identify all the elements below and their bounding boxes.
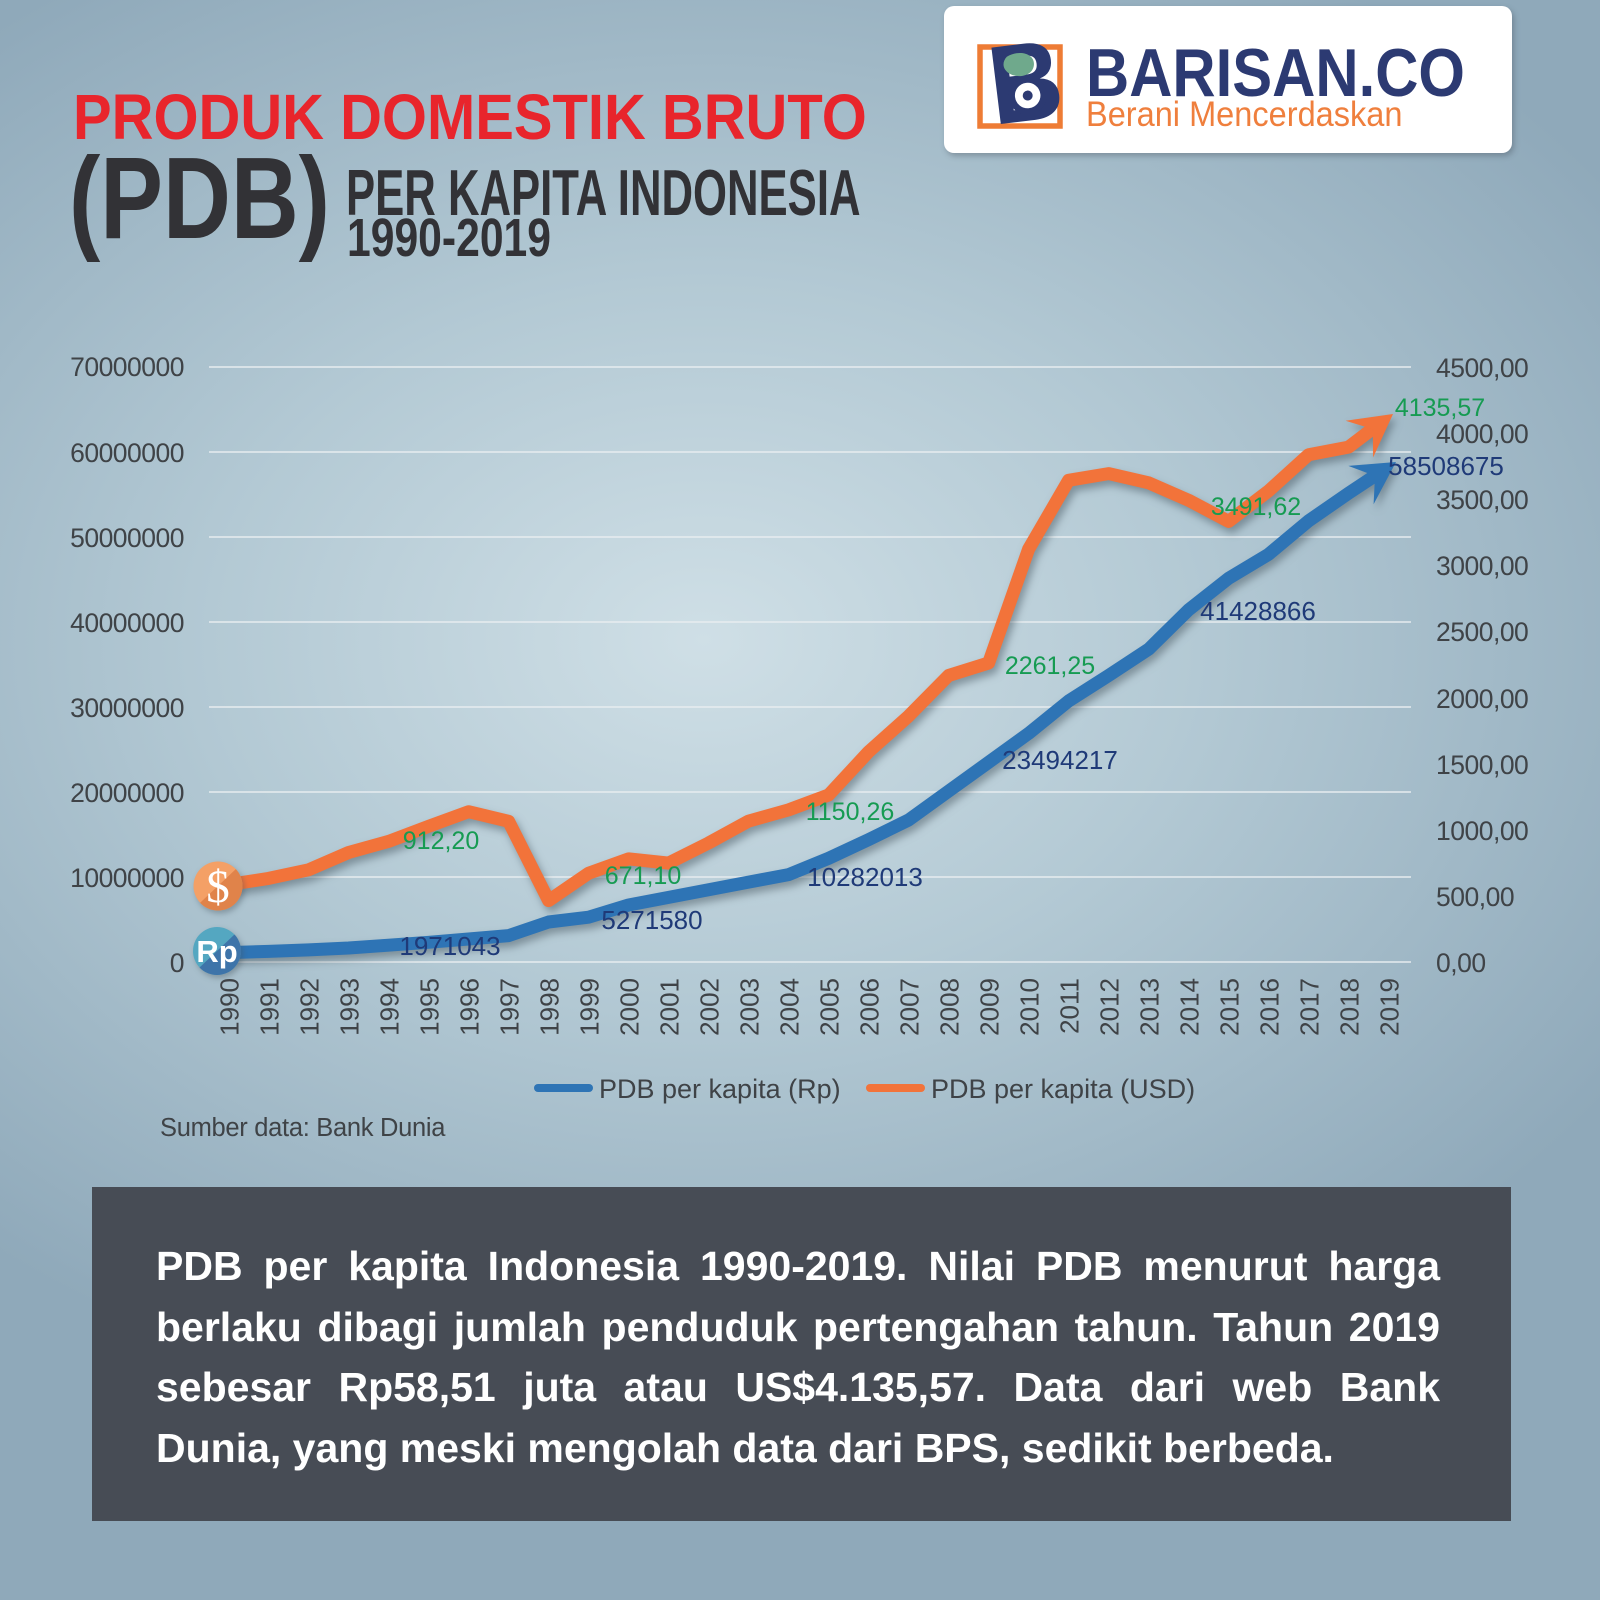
svg-text:4500,00: 4500,00: [1436, 353, 1528, 383]
svg-text:2005: 2005: [815, 978, 845, 1036]
svg-text:2018: 2018: [1335, 978, 1365, 1036]
svg-text:2019: 2019: [1375, 978, 1405, 1036]
svg-text:40000000: 40000000: [70, 608, 184, 638]
svg-text:41428866: 41428866: [1200, 596, 1316, 626]
svg-text:1150,26: 1150,26: [806, 798, 895, 826]
svg-text:0: 0: [170, 948, 184, 978]
svg-text:$: $: [206, 861, 230, 913]
svg-text:1993: 1993: [335, 978, 365, 1036]
svg-text:2000,00: 2000,00: [1436, 684, 1528, 714]
svg-text:BARISAN.CO: BARISAN.CO: [1086, 34, 1465, 110]
svg-text:Berani Mencerdaskan: Berani Mencerdaskan: [1086, 95, 1402, 134]
svg-text:5271580: 5271580: [601, 905, 702, 935]
svg-text:70000000: 70000000: [70, 352, 184, 382]
svg-text:2012: 2012: [1095, 978, 1125, 1036]
svg-text:3500,00: 3500,00: [1436, 485, 1528, 515]
svg-text:671,10: 671,10: [605, 862, 681, 890]
svg-text:1990: 1990: [215, 978, 245, 1036]
svg-text:2500,00: 2500,00: [1436, 617, 1528, 647]
svg-text:1000,00: 1000,00: [1436, 816, 1528, 846]
svg-text:1500,00: 1500,00: [1436, 750, 1528, 780]
svg-text:Rp: Rp: [196, 934, 237, 969]
svg-text:912,20: 912,20: [403, 827, 479, 855]
svg-text:500,00: 500,00: [1436, 882, 1514, 912]
svg-text:PDB per kapita (USD): PDB per kapita (USD): [931, 1074, 1195, 1104]
svg-text:1999: 1999: [575, 978, 605, 1036]
svg-text:1995: 1995: [415, 978, 445, 1036]
svg-text:2000: 2000: [615, 978, 645, 1036]
svg-text:2016: 2016: [1255, 978, 1285, 1036]
svg-text:10282013: 10282013: [807, 862, 923, 892]
svg-text:4135,57: 4135,57: [1395, 394, 1485, 422]
svg-text:30000000: 30000000: [70, 693, 184, 723]
svg-text:2004: 2004: [775, 978, 805, 1036]
svg-text:Sumber data: Bank Dunia: Sumber data: Bank Dunia: [160, 1114, 446, 1142]
svg-text:2015: 2015: [1215, 978, 1245, 1036]
svg-text:3491,62: 3491,62: [1211, 493, 1301, 521]
svg-text:23494217: 23494217: [1002, 745, 1118, 775]
svg-text:2008: 2008: [935, 978, 965, 1036]
svg-text:3000,00: 3000,00: [1436, 551, 1528, 581]
svg-text:1997: 1997: [495, 978, 525, 1036]
svg-text:PDB per kapita (Rp): PDB per kapita (Rp): [599, 1074, 841, 1104]
svg-text:2003: 2003: [735, 978, 765, 1036]
svg-text:2011: 2011: [1055, 978, 1085, 1034]
svg-text:2006: 2006: [855, 978, 885, 1036]
svg-text:10000000: 10000000: [70, 863, 184, 893]
svg-text:2002: 2002: [695, 978, 725, 1036]
svg-text:50000000: 50000000: [70, 523, 184, 553]
svg-text:2014: 2014: [1175, 978, 1205, 1036]
svg-text:58508675: 58508675: [1388, 451, 1504, 481]
svg-text:1996: 1996: [455, 978, 485, 1036]
svg-text:60000000: 60000000: [70, 438, 184, 468]
svg-text:2261,25: 2261,25: [1005, 652, 1095, 680]
svg-text:2009: 2009: [975, 978, 1005, 1036]
svg-text:1994: 1994: [375, 978, 405, 1036]
svg-text:2017: 2017: [1295, 978, 1325, 1036]
svg-text:2010: 2010: [1015, 978, 1045, 1036]
svg-text:1992: 1992: [295, 978, 325, 1036]
svg-text:1998: 1998: [535, 978, 565, 1036]
svg-text:2007: 2007: [895, 978, 925, 1036]
svg-text:0,00: 0,00: [1436, 948, 1486, 978]
svg-text:2013: 2013: [1135, 978, 1165, 1036]
svg-text:1991: 1991: [255, 978, 285, 1036]
svg-text:20000000: 20000000: [70, 778, 184, 808]
svg-text:4000,00: 4000,00: [1436, 419, 1528, 449]
svg-text:2001: 2001: [655, 978, 685, 1036]
svg-text:1971043: 1971043: [399, 931, 500, 961]
